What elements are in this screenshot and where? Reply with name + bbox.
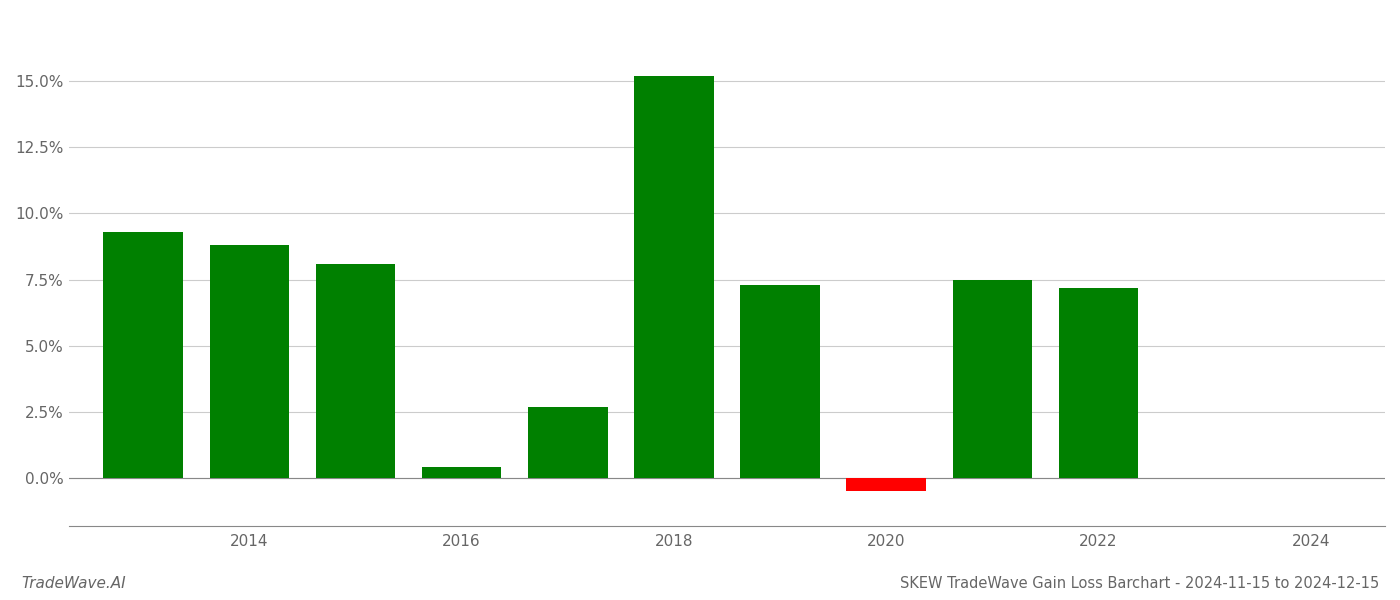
Bar bbox=[847, 478, 925, 491]
Bar bbox=[952, 280, 1032, 478]
Bar bbox=[528, 407, 608, 478]
Text: SKEW TradeWave Gain Loss Barchart - 2024-11-15 to 2024-12-15: SKEW TradeWave Gain Loss Barchart - 2024… bbox=[900, 576, 1379, 591]
Bar bbox=[741, 285, 820, 478]
Bar bbox=[1058, 287, 1138, 478]
Bar bbox=[104, 232, 183, 478]
Bar bbox=[210, 245, 290, 478]
Text: TradeWave.AI: TradeWave.AI bbox=[21, 576, 126, 591]
Bar bbox=[634, 76, 714, 478]
Bar bbox=[315, 264, 395, 478]
Bar bbox=[421, 467, 501, 478]
